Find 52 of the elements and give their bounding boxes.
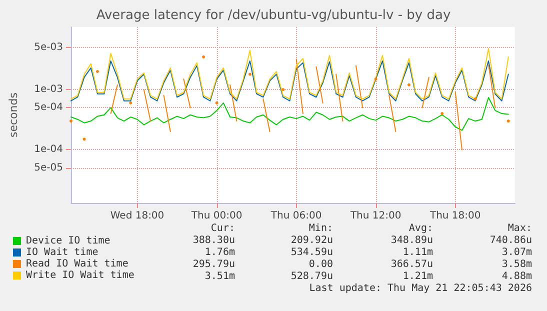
text: 1.76m [204, 247, 235, 258]
text: 209.92u [290, 235, 333, 246]
text: 3.51m [204, 271, 235, 282]
point [202, 55, 206, 58]
legend-label: Device IO time [26, 236, 110, 246]
y-tick-label: 5e-03 [34, 42, 63, 54]
point [374, 78, 378, 81]
line-series [70, 96, 509, 131]
point [70, 120, 72, 123]
point [440, 112, 444, 116]
point [407, 83, 410, 86]
y-tick-label: 1e-04 [34, 144, 63, 156]
text: 1.21m [402, 271, 433, 282]
y-tick-label: 5e-04 [34, 102, 63, 114]
x-tick-label: Thu 06:00 [270, 210, 322, 222]
chart-title: Average latency for /dev/ubuntu-vg/ubuntu-lv - by day [96, 8, 451, 23]
legend-label: IO Wait time [26, 247, 98, 258]
text: Last update: Thu May 21 22:05:43 2026 [309, 283, 532, 294]
text: 528.79u [290, 271, 333, 282]
x-tick-label: Wed 18:00 [110, 210, 164, 222]
point [96, 70, 100, 74]
text: 295.79u [192, 259, 235, 270]
point [129, 101, 132, 104]
text: Min: [308, 223, 333, 234]
x-tick-label: Thu 12:00 [349, 210, 402, 222]
text: Avg: [408, 223, 433, 234]
text: 740.86u [490, 235, 532, 246]
point [248, 72, 252, 76]
y-tick-label: 5e-05 [34, 162, 63, 174]
point [282, 88, 285, 92]
point [474, 97, 477, 100]
x-tick-label: Thu 18:00 [428, 210, 481, 222]
line-series [70, 48, 509, 100]
text: 1.11m [402, 247, 433, 258]
text: 366.57u [390, 259, 433, 270]
text: Max: [508, 223, 532, 234]
x-tick-label: Thu 00:00 [190, 210, 242, 222]
text: 534.59u [290, 247, 333, 258]
text: 3.58m [502, 259, 532, 270]
text: 4.88m [502, 271, 532, 282]
text: Cur: [210, 223, 235, 234]
text: 388.30u [192, 235, 235, 246]
point [506, 120, 510, 123]
point [82, 138, 86, 141]
legend-label: Read IO Wait time [26, 258, 128, 270]
text: 0.00 [308, 259, 333, 270]
point [215, 101, 218, 104]
text: 3.07m [502, 247, 532, 258]
y-tick-label: 1e-03 [34, 84, 63, 96]
legend-label: Write IO Wait time [26, 270, 134, 281]
text: 348.89u [390, 235, 433, 246]
y-axis-title: seconds [7, 92, 20, 138]
